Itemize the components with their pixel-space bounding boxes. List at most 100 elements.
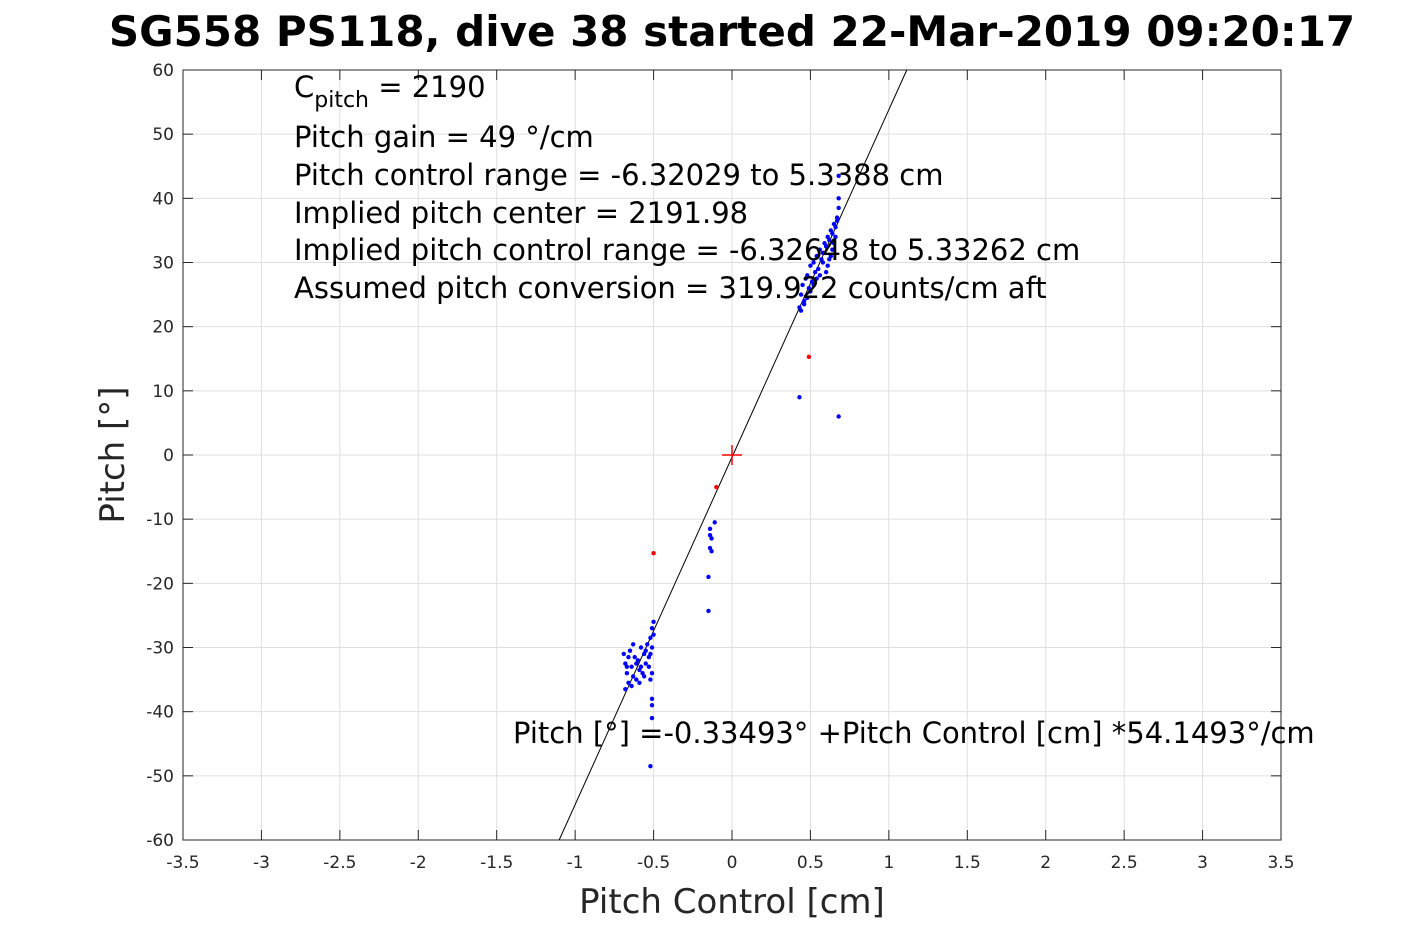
data-point [706,608,711,614]
data-point [805,273,810,278]
data-point [833,234,838,240]
data-point [648,635,653,641]
data-points [621,173,841,769]
x-tick-label: 1 [883,853,894,873]
data-point [651,550,656,556]
data-point [649,670,655,676]
y-tick-label: 10 [152,382,174,402]
data-point [646,664,652,669]
x-tick-label: -2 [410,853,427,873]
data-point [649,703,655,708]
data-point [630,642,636,647]
y-tick-label: -40 [146,703,174,723]
x-axis-label: Pitch Control [cm] [579,882,885,922]
y-tick-label: 0 [163,446,174,466]
data-point [649,696,655,702]
data-point [827,257,832,262]
x-tick-label: 0.5 [797,853,824,873]
data-point [823,244,829,249]
data-point [808,263,813,268]
center-marker [722,445,742,465]
data-point [836,414,841,419]
data-point [836,173,841,179]
y-axis-label: Pitch [°] [93,386,133,523]
data-point [637,680,642,685]
data-point [629,683,634,689]
data-point [641,674,647,679]
x-tick-label: -1.5 [480,853,513,873]
x-tick-label: -3.5 [166,853,199,873]
x-tick-label: -3 [253,853,270,873]
data-point [830,231,835,236]
c-pitch-prefix: C [294,70,314,104]
data-point [805,295,810,300]
data-point [833,225,838,230]
pitch-gain-annotation: Pitch gain = 49 °/cm [294,120,594,154]
data-point [801,302,807,307]
data-point [814,276,819,281]
data-point [820,260,826,265]
data-point [811,282,816,288]
pitch-control-range-annotation: Pitch control range = -6.32029 to 5.3388… [294,158,943,192]
chart-title: SG558 PS118, dive 38 started 22-Mar-2019… [109,7,1355,56]
y-tick-label: 60 [152,61,174,81]
x-tick-label: 3.5 [1267,853,1294,873]
data-point [836,196,841,201]
data-point [834,218,840,223]
data-point [831,241,837,246]
x-tick-label: -2.5 [323,853,356,873]
c-pitch-annotation: Cpitch = 2190 [294,70,486,113]
c-pitch-subscript: pitch [314,88,369,113]
data-point [638,664,644,669]
data-point [797,395,802,400]
data-point [714,484,719,490]
annotation-block: Cpitch = 2190 Pitch gain = 49 °/cm Pitch… [294,70,1080,305]
x-axis-ticks: -3.5 -3 -2.5 -2 -1.5 -1 -0.5 0 0.5 1 1.5 2 2.5 3 3.5 [166,70,1295,873]
x-tick-label: 0 [727,853,738,873]
fit-equation: Pitch [°] =-0.33493° +Pitch Control [cm]… [513,716,1315,750]
x-tick-label: 2 [1040,853,1051,873]
data-point [800,282,805,288]
data-point [649,626,655,631]
y-tick-label: 30 [152,254,174,274]
data-point [651,619,656,625]
y-tick-label: -50 [146,767,174,787]
data-point [643,648,648,653]
data-point [624,670,630,676]
data-point [834,215,840,220]
x-tick-label: -0.5 [637,853,670,873]
data-point [651,632,656,637]
data-point [816,266,821,272]
data-point [630,674,636,679]
implied-pitch-control-range-annotation: Implied pitch control range = -6.32648 t… [294,233,1080,267]
y-axis-ticks: -60 -50 -40 -30 -20 -10 0 10 20 30 40 50 60 [146,61,1281,851]
data-point [632,654,637,660]
data-point [709,536,714,541]
data-point [825,263,830,268]
data-point [645,642,650,647]
y-tick-label: -20 [146,574,174,594]
data-point [808,289,813,294]
implied-pitch-center-annotation: Implied pitch center = 2191.98 [294,196,748,230]
data-point [830,247,835,252]
y-tick-label: -60 [146,831,174,851]
data-point [806,354,812,360]
x-tick-label: 2.5 [1111,853,1138,873]
y-tick-label: -30 [146,639,174,659]
x-tick-label: -1 [567,853,584,873]
data-point [811,260,816,265]
data-point [627,648,633,653]
data-point [706,574,711,580]
data-point [646,654,652,660]
y-tick-label: -10 [146,510,174,530]
x-tick-label: 3 [1197,853,1208,873]
data-point [624,664,630,669]
grid [182,69,1282,841]
data-point [814,253,819,259]
data-point [712,520,717,525]
data-point [634,661,639,666]
data-point [621,651,626,657]
data-point [820,250,826,256]
y-tick-label: 20 [152,318,174,338]
